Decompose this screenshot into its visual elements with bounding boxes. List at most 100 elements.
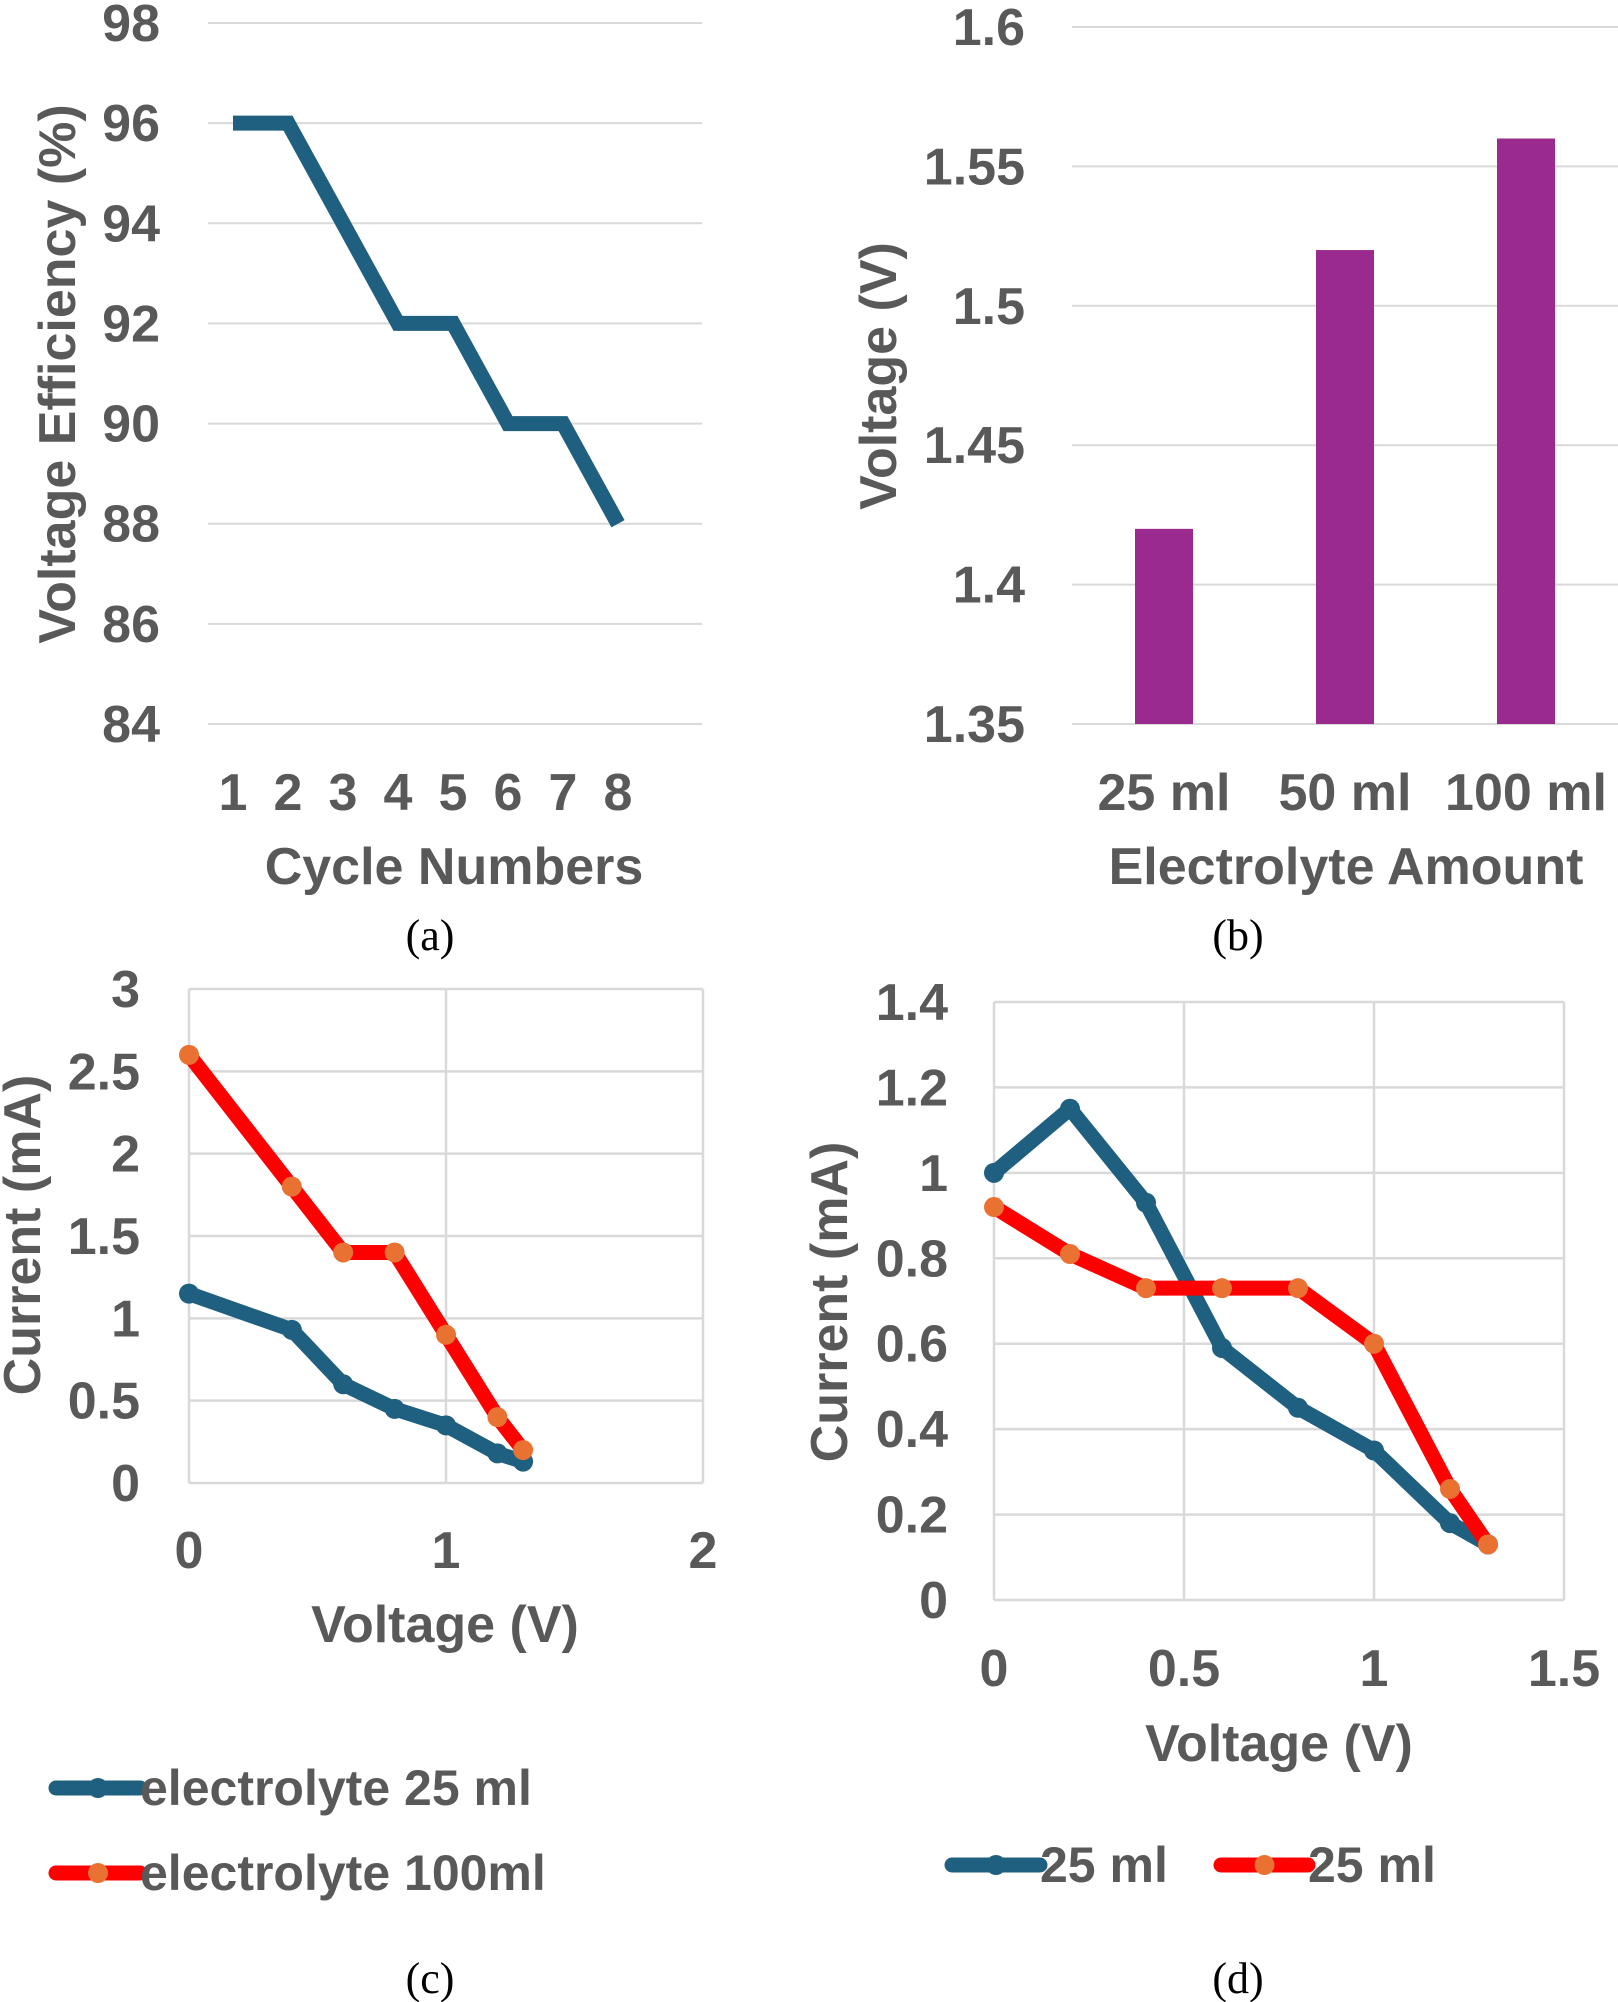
data-point bbox=[436, 1415, 456, 1436]
y-axis-label: Current (mA) bbox=[0, 1075, 52, 1396]
y-tick-label: 1.5 bbox=[68, 1208, 140, 1266]
y-axis-label: Current (mA) bbox=[801, 1142, 859, 1463]
x-tick-label: 5 bbox=[439, 764, 468, 822]
x-tick-label: 0 bbox=[980, 1640, 1009, 1698]
x-tick-label: 2 bbox=[689, 1522, 718, 1580]
data-point bbox=[333, 1242, 354, 1263]
caption: (b) bbox=[1212, 911, 1263, 960]
x-axis-label: Voltage (V) bbox=[311, 1596, 579, 1654]
data-point bbox=[984, 1162, 1004, 1183]
chart-b: 1.35 1.4 1.45 1.5 1.55 1.6 25 ml 50 ml 100 ml Ele… bbox=[850, 0, 1618, 960]
legend-label: 25 ml bbox=[1040, 1837, 1168, 1893]
data-point bbox=[1478, 1534, 1498, 1555]
data-point bbox=[1060, 1098, 1080, 1119]
x-tick-label: 4 bbox=[384, 764, 413, 822]
y-tick-label: 0 bbox=[111, 1455, 140, 1513]
y-tick-label: 1.35 bbox=[924, 696, 1025, 754]
bar bbox=[1316, 250, 1374, 725]
x-tick-label: 2 bbox=[274, 764, 303, 822]
legend-item: electrolyte 25 ml bbox=[48, 1760, 532, 1816]
data-point bbox=[436, 1324, 456, 1345]
legend-marker bbox=[88, 1863, 108, 1883]
caption: (c) bbox=[406, 1954, 455, 2002]
data-point bbox=[1212, 1278, 1232, 1299]
legend-label: electrolyte 25 ml bbox=[140, 1760, 532, 1816]
caption: (a) bbox=[406, 911, 455, 960]
data-point bbox=[513, 1440, 534, 1461]
y-tick-label: 0.8 bbox=[876, 1230, 948, 1288]
legend-marker bbox=[986, 1855, 1006, 1875]
series-line bbox=[990, 1200, 1495, 1549]
data-point bbox=[179, 1044, 199, 1065]
data-point bbox=[1364, 1440, 1384, 1461]
x-tick-label: 1 bbox=[219, 764, 248, 822]
data-point bbox=[1288, 1278, 1308, 1299]
data-point bbox=[1060, 1244, 1080, 1265]
y-tick-label: 84 bbox=[102, 696, 160, 754]
legend-marker bbox=[1254, 1855, 1275, 1875]
x-tick-label: 6 bbox=[494, 764, 523, 822]
bar bbox=[1497, 138, 1555, 724]
x-tick-label: 100 ml bbox=[1445, 764, 1607, 822]
x-axis-label: Electrolyte Amount bbox=[1109, 838, 1584, 896]
y-axis-label: Voltage (V) bbox=[850, 242, 908, 510]
legend-marker bbox=[88, 1778, 108, 1798]
data-point bbox=[984, 1197, 1004, 1218]
legend-item: electrolyte 100ml bbox=[48, 1845, 546, 1901]
data-point bbox=[1288, 1397, 1308, 1418]
y-tick-label: 1.55 bbox=[924, 138, 1025, 196]
data-point bbox=[1212, 1337, 1232, 1358]
y-tick-label: 2 bbox=[111, 1126, 140, 1184]
x-tick-label: 7 bbox=[549, 764, 578, 822]
y-tick-label: 96 bbox=[102, 95, 160, 153]
y-tick-label: 90 bbox=[102, 396, 160, 454]
y-tick-label: 98 bbox=[102, 0, 160, 53]
bar bbox=[1135, 528, 1193, 724]
x-axis-label: Voltage (V) bbox=[1145, 1715, 1413, 1773]
data-point bbox=[1136, 1192, 1156, 1213]
data-point bbox=[333, 1374, 354, 1395]
chart-a: 84 86 88 90 92 94 96 98 1 2 3 4 5 6 7 8 Cycle Numbers Vol… bbox=[29, 0, 702, 960]
x-tick-label: 0 bbox=[175, 1522, 204, 1580]
y-tick-label: 3 bbox=[111, 961, 140, 1019]
y-tick-label: 1.5 bbox=[953, 278, 1025, 336]
legend-label: electrolyte 100ml bbox=[140, 1845, 546, 1901]
y-tick-label: 92 bbox=[102, 295, 160, 353]
y-tick-label: 88 bbox=[102, 496, 160, 554]
y-tick-label: 2.5 bbox=[68, 1043, 140, 1101]
x-tick-label: 1 bbox=[432, 1522, 461, 1580]
data-point bbox=[1440, 1513, 1460, 1534]
data-point bbox=[1364, 1333, 1384, 1354]
series-line bbox=[989, 1101, 1492, 1552]
y-tick-label: 0 bbox=[919, 1572, 948, 1630]
y-tick-label: 0.4 bbox=[876, 1401, 948, 1459]
y-tick-label: 1.4 bbox=[953, 557, 1025, 615]
legend-item: 25 ml bbox=[1213, 1837, 1436, 1893]
data-point bbox=[1136, 1278, 1156, 1299]
x-tick-label: 1 bbox=[1360, 1640, 1389, 1698]
x-tick-label: 3 bbox=[329, 764, 358, 822]
y-tick-label: 0.5 bbox=[68, 1373, 140, 1431]
y-tick-label: 1 bbox=[919, 1145, 948, 1203]
data-point bbox=[179, 1283, 199, 1304]
data-point bbox=[384, 1398, 405, 1419]
data-point bbox=[281, 1176, 302, 1197]
x-tick-label: 8 bbox=[604, 764, 633, 822]
y-tick-label: 1.6 bbox=[953, 0, 1025, 57]
y-tick-label: 86 bbox=[102, 596, 160, 654]
data-point bbox=[487, 1443, 508, 1464]
data-point bbox=[384, 1242, 405, 1263]
x-tick-label: 25 ml bbox=[1098, 764, 1231, 822]
legend-item: 25 ml bbox=[944, 1837, 1168, 1893]
chart-c: 0 0.5 1 1.5 2 2.5 3 0 1 2 Voltage (V) Current (mA) e… bbox=[0, 961, 717, 2002]
x-tick-label: 0.5 bbox=[1148, 1640, 1220, 1698]
caption: (d) bbox=[1212, 1954, 1263, 2002]
y-axis-label: Voltage Efficiency (%) bbox=[29, 104, 87, 643]
data-point bbox=[487, 1407, 508, 1428]
y-tick-label: 1.45 bbox=[924, 417, 1025, 475]
x-axis-label: Cycle Numbers bbox=[265, 838, 644, 896]
y-tick-label: 0.6 bbox=[876, 1316, 948, 1374]
x-tick-label: 50 ml bbox=[1279, 764, 1412, 822]
y-tick-label: 94 bbox=[102, 195, 160, 253]
